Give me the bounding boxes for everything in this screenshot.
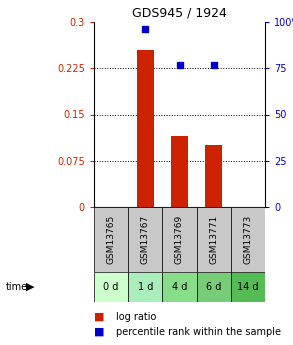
Bar [205, 145, 222, 207]
Text: GSM13767: GSM13767 [141, 215, 150, 264]
Bar [128, 272, 162, 302]
Bar [128, 207, 162, 272]
Text: GSM13771: GSM13771 [209, 215, 218, 264]
Text: 4 d: 4 d [172, 282, 187, 292]
Text: ▶: ▶ [26, 282, 35, 292]
Bar [231, 272, 265, 302]
Text: 0 d: 0 d [103, 282, 119, 292]
Bar [197, 272, 231, 302]
Bar [162, 207, 197, 272]
Text: GSM13765: GSM13765 [107, 215, 116, 264]
Bar [231, 207, 265, 272]
Text: 1 d: 1 d [138, 282, 153, 292]
Bar [94, 272, 128, 302]
Text: GSM13769: GSM13769 [175, 215, 184, 264]
Bar [137, 50, 154, 207]
Text: ■: ■ [94, 312, 105, 322]
Text: GSM13773: GSM13773 [243, 215, 252, 264]
Text: 6 d: 6 d [206, 282, 222, 292]
Text: time: time [6, 282, 28, 292]
Title: GDS945 / 1924: GDS945 / 1924 [132, 7, 227, 19]
Text: log ratio: log ratio [116, 312, 156, 322]
Text: 14 d: 14 d [237, 282, 259, 292]
Text: percentile rank within the sample: percentile rank within the sample [116, 327, 281, 337]
Bar [171, 136, 188, 207]
Text: ■: ■ [94, 327, 105, 337]
Bar [94, 207, 128, 272]
Bar [162, 272, 197, 302]
Bar [197, 207, 231, 272]
